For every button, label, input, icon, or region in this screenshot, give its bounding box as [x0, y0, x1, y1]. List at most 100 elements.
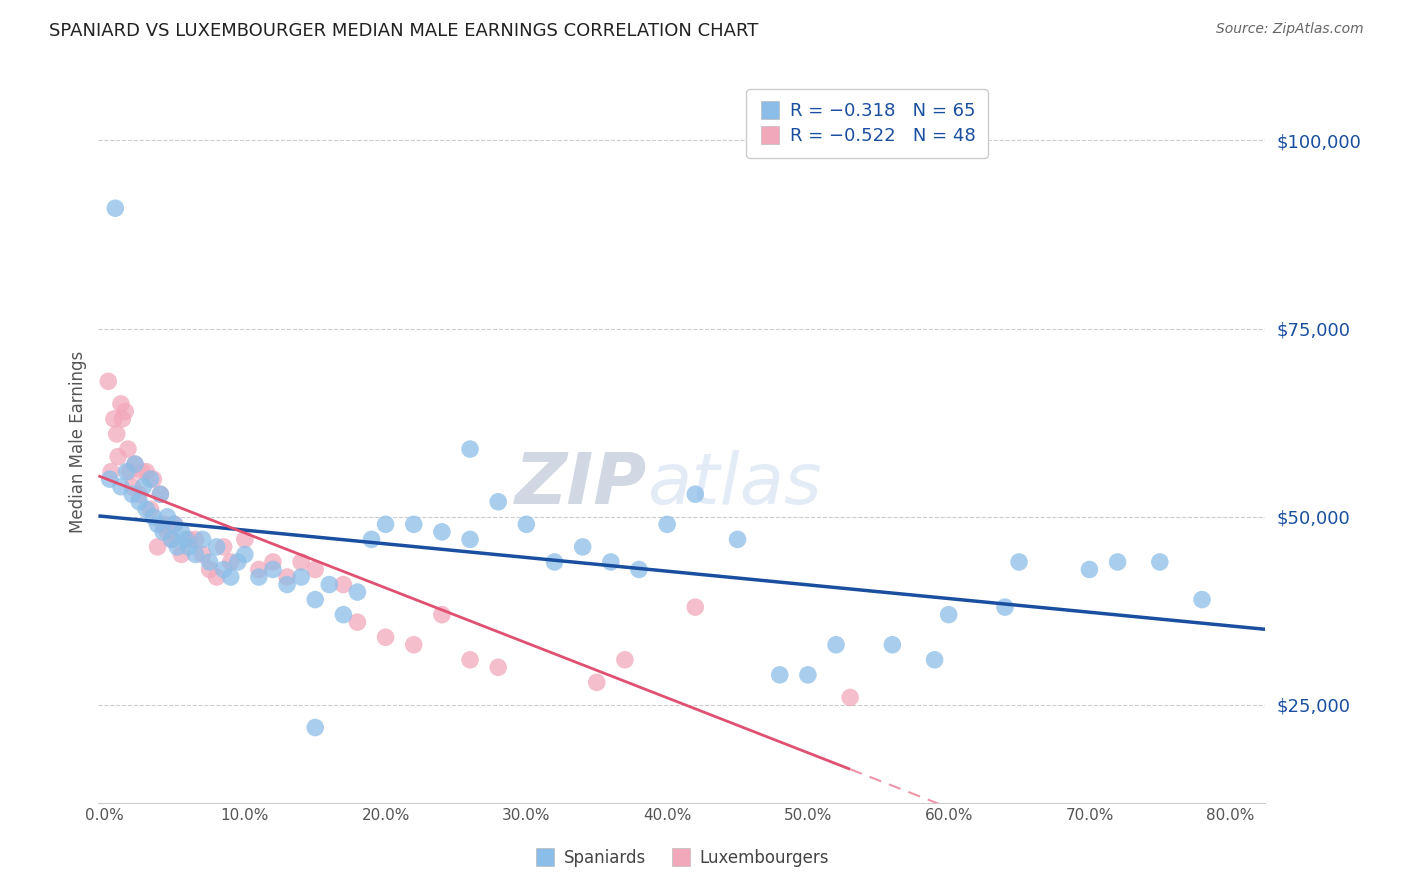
Point	[149, 487, 172, 501]
Point	[198, 562, 221, 576]
Point	[374, 630, 396, 644]
Point	[117, 442, 139, 456]
Point	[160, 533, 183, 547]
Point	[121, 480, 143, 494]
Text: SPANIARD VS LUXEMBOURGER MEDIAN MALE EARNINGS CORRELATION CHART: SPANIARD VS LUXEMBOURGER MEDIAN MALE EAR…	[49, 22, 759, 40]
Point	[994, 600, 1017, 615]
Point	[135, 502, 157, 516]
Point	[149, 487, 172, 501]
Point	[290, 570, 312, 584]
Point	[1149, 555, 1171, 569]
Point	[332, 577, 354, 591]
Point	[458, 442, 481, 456]
Point	[430, 607, 453, 622]
Point	[262, 562, 284, 576]
Point	[797, 668, 820, 682]
Text: ZIP: ZIP	[515, 450, 647, 519]
Point	[156, 509, 179, 524]
Point	[219, 570, 242, 584]
Point	[132, 480, 155, 494]
Point	[170, 548, 193, 562]
Legend: Spaniards, Luxembourgers: Spaniards, Luxembourgers	[529, 843, 835, 874]
Text: atlas: atlas	[647, 450, 821, 519]
Point	[304, 721, 326, 735]
Point	[262, 555, 284, 569]
Point	[1107, 555, 1129, 569]
Point	[571, 540, 593, 554]
Point	[486, 660, 509, 674]
Point	[247, 570, 270, 584]
Point	[882, 638, 904, 652]
Point	[170, 524, 193, 539]
Point	[115, 465, 138, 479]
Point	[163, 517, 186, 532]
Point	[655, 517, 678, 532]
Point	[233, 533, 256, 547]
Point	[105, 427, 128, 442]
Point	[177, 533, 200, 547]
Point	[184, 533, 207, 547]
Point	[152, 524, 174, 539]
Point	[486, 494, 509, 508]
Point	[160, 533, 183, 547]
Point	[346, 585, 368, 599]
Point	[332, 607, 354, 622]
Point	[839, 690, 862, 705]
Point	[727, 533, 749, 547]
Point	[146, 540, 169, 554]
Point	[131, 465, 153, 479]
Point	[205, 540, 228, 554]
Point	[177, 540, 200, 554]
Point	[184, 548, 207, 562]
Point	[191, 533, 214, 547]
Point	[304, 562, 326, 576]
Point	[613, 653, 636, 667]
Point	[233, 548, 256, 562]
Point	[142, 472, 165, 486]
Point	[318, 577, 340, 591]
Point	[924, 653, 946, 667]
Point	[360, 533, 382, 547]
Point	[402, 638, 425, 652]
Point	[135, 465, 157, 479]
Point	[166, 540, 188, 554]
Point	[97, 374, 120, 388]
Point	[290, 555, 312, 569]
Text: Source: ZipAtlas.com: Source: ZipAtlas.com	[1216, 22, 1364, 37]
Point	[104, 201, 127, 215]
Point	[458, 533, 481, 547]
Point	[304, 592, 326, 607]
Point	[152, 517, 174, 532]
Point	[226, 555, 249, 569]
Point	[1191, 592, 1213, 607]
Point	[146, 517, 169, 532]
Point	[139, 502, 162, 516]
Point	[212, 540, 235, 554]
Point	[121, 487, 143, 501]
Point	[107, 450, 129, 464]
Point	[128, 487, 150, 501]
Point	[163, 517, 186, 532]
Point	[1078, 562, 1101, 576]
Point	[205, 570, 228, 584]
Point	[191, 548, 214, 562]
Point	[585, 675, 607, 690]
Point	[346, 615, 368, 630]
Point	[1008, 555, 1031, 569]
Point	[156, 524, 179, 539]
Point	[938, 607, 960, 622]
Point	[124, 457, 146, 471]
Point	[110, 397, 132, 411]
Point	[118, 465, 141, 479]
Point	[110, 480, 132, 494]
Point	[114, 404, 136, 418]
Y-axis label: Median Male Earnings: Median Male Earnings	[69, 351, 87, 533]
Point	[139, 472, 162, 486]
Point	[247, 562, 270, 576]
Point	[769, 668, 792, 682]
Point	[103, 412, 125, 426]
Point	[219, 555, 242, 569]
Point	[430, 524, 453, 539]
Point	[100, 465, 122, 479]
Point	[402, 517, 425, 532]
